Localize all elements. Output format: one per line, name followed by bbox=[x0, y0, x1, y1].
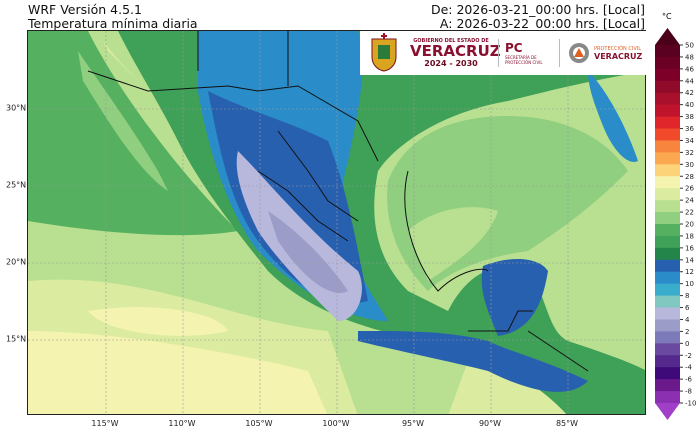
model-version: WRF Versión 4.5.1 bbox=[28, 2, 142, 17]
colorbar-bin bbox=[655, 295, 680, 309]
colorbar-bin bbox=[655, 283, 680, 297]
colorbar-tick-label: -4 bbox=[685, 364, 693, 372]
colorbar-tick-label: 0 bbox=[685, 340, 689, 348]
pc-sub: SECRETARÍA DE PROTECCIÓN CIVIL bbox=[505, 55, 543, 65]
colorbar-tick-label: 16 bbox=[685, 244, 694, 252]
colorbar-tick-label: -8 bbox=[685, 388, 692, 396]
colorbar-bin bbox=[655, 259, 680, 273]
gov-years: 2024 - 2030 bbox=[424, 59, 478, 68]
temperature-map bbox=[27, 30, 646, 415]
colorbar-bin bbox=[655, 379, 680, 392]
colorbar-bin bbox=[655, 200, 680, 213]
latitude-label: 20°N bbox=[6, 257, 27, 267]
veracruz-coat-of-arms-icon bbox=[371, 33, 397, 72]
longitude-label: 115°W bbox=[91, 419, 119, 428]
colorbar-bin bbox=[655, 271, 680, 285]
longitude-label: 100°W bbox=[322, 419, 350, 428]
colorbar: °C 50 48 46 44 42 40 38 36 34 32 30 28 26 24 22 20 18 16 1… bbox=[650, 12, 700, 432]
longitude-label: 85°W bbox=[555, 419, 579, 428]
longitude-label: 105°W bbox=[245, 419, 273, 428]
colorbar-tick-label: 20 bbox=[685, 221, 694, 229]
colorbar-bin bbox=[655, 152, 680, 165]
colorbar-tick-label: 24 bbox=[685, 197, 694, 205]
colorbar-bin bbox=[655, 68, 680, 82]
colorbar-tick-label: 32 bbox=[685, 149, 694, 157]
pcv-line1: PROTECCIÓN CIVIL bbox=[594, 45, 642, 52]
logo-banner: GOBIERNO DEL ESTADO DE VERACRUZ 2024 - 2… bbox=[360, 31, 646, 75]
colorbar-bin bbox=[655, 176, 680, 189]
colorbar-tick-label: 18 bbox=[685, 232, 694, 240]
valid-to: A: 2026-03-22_00:00 hrs. [Local] bbox=[439, 16, 645, 31]
colorbar-tick-label: -10 bbox=[685, 400, 696, 408]
colorbar-bin bbox=[655, 80, 680, 94]
colorbar-bin bbox=[655, 140, 680, 153]
colorbar-tick-label: 6 bbox=[685, 304, 690, 312]
colorbar-tick-label: 28 bbox=[685, 173, 694, 181]
colorbar-bin bbox=[655, 224, 680, 237]
colorbar-tick-label: 2 bbox=[685, 328, 689, 336]
colorbar-bin bbox=[655, 188, 680, 201]
colorbar-tick-label: 14 bbox=[685, 256, 694, 264]
colorbar-tick-label: 12 bbox=[685, 268, 694, 276]
colorbar-tick-label: 42 bbox=[685, 89, 694, 97]
pcv-line2: VERACRUZ bbox=[594, 51, 643, 61]
colorbar-tick-label: 36 bbox=[685, 125, 694, 133]
colorbar-bin bbox=[655, 235, 680, 249]
colorbar-tick-label: -2 bbox=[685, 352, 692, 360]
colorbar-bin bbox=[655, 355, 680, 368]
colorbar-unit: °C bbox=[662, 12, 672, 21]
colorbar-over-arrow bbox=[655, 28, 680, 45]
colorbar-bin bbox=[655, 212, 680, 225]
colorbar-tick-label: 26 bbox=[685, 185, 694, 193]
longitude-label: 110°W bbox=[168, 419, 196, 428]
colorbar-tick-label: 50 bbox=[685, 42, 694, 50]
colorbar-tick-label: -6 bbox=[685, 376, 693, 384]
colorbar-under-arrow bbox=[655, 403, 680, 420]
colorbar-bin bbox=[655, 319, 680, 332]
colorbar-bin bbox=[655, 343, 680, 356]
colorbar-tick-label: 38 bbox=[685, 113, 694, 121]
colorbar-tick-label: 22 bbox=[685, 209, 694, 217]
longitude-label: 95°W bbox=[401, 419, 425, 428]
pc-label: PC bbox=[505, 41, 523, 55]
gov-label: GOBIERNO DEL ESTADO DE bbox=[413, 38, 489, 44]
colorbar-bin bbox=[655, 164, 680, 177]
latitude-label: 15°N bbox=[6, 334, 27, 344]
colorbar-bin bbox=[655, 104, 680, 118]
colorbar-tick-label: 48 bbox=[685, 53, 694, 61]
latitude-label: 30°N bbox=[6, 103, 27, 113]
colorbar-bin bbox=[655, 92, 680, 106]
colorbar-tick-label: 40 bbox=[685, 101, 694, 109]
longitude-label: 90°W bbox=[478, 419, 502, 428]
colorbar-tick-label: 46 bbox=[685, 65, 694, 73]
colorbar-tick-label: 4 bbox=[685, 316, 690, 324]
colorbar-tick-label: 10 bbox=[685, 280, 694, 288]
colorbar-bin bbox=[655, 56, 680, 70]
colorbar-bin bbox=[655, 116, 680, 130]
colorbar-bin bbox=[655, 45, 680, 58]
variable-title: Temperatura mínima diaria bbox=[28, 16, 198, 31]
colorbar-tick-label: 8 bbox=[685, 292, 689, 300]
latitude-label: 25°N bbox=[6, 180, 27, 190]
colorbar-bin bbox=[655, 391, 680, 404]
gov-name: VERACRUZ bbox=[410, 42, 501, 60]
colorbar-bin bbox=[655, 247, 680, 261]
colorbar-bin bbox=[655, 367, 680, 380]
valid-from: De: 2026-03-21_00:00 hrs. [Local] bbox=[430, 2, 645, 17]
civil-protection-icon bbox=[569, 43, 589, 63]
colorbar-bin bbox=[655, 307, 680, 320]
colorbar-bin bbox=[655, 128, 680, 141]
colorbar-tick-label: 34 bbox=[685, 137, 694, 145]
colorbar-bin bbox=[655, 331, 680, 344]
colorbar-tick-label: 44 bbox=[685, 77, 694, 85]
colorbar-tick-label: 30 bbox=[685, 161, 694, 169]
